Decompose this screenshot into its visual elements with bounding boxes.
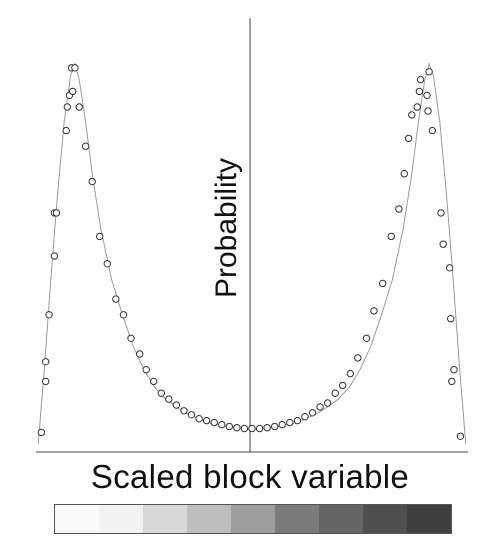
- data-point: [286, 418, 294, 427]
- data-point: [172, 401, 181, 409]
- colorbar-swatch: [55, 505, 99, 533]
- data-point: [308, 409, 317, 417]
- y-axis-label: Probability: [210, 158, 243, 298]
- data-point: [136, 350, 144, 358]
- data-point: [323, 399, 332, 407]
- data-point: [456, 432, 465, 440]
- fit-curve: [37, 62, 467, 445]
- data-point: [127, 334, 135, 342]
- data-point: [195, 415, 203, 423]
- data-point: [202, 416, 211, 425]
- data-point: [448, 377, 456, 386]
- data-point: [88, 177, 96, 186]
- data-point: [428, 126, 437, 135]
- data-point: [180, 407, 188, 415]
- data-point: [45, 311, 53, 319]
- data-point: [293, 416, 302, 425]
- data-point: [445, 264, 454, 272]
- data-point: [423, 91, 431, 100]
- data-point: [157, 389, 166, 397]
- colorbar-swatch: [99, 505, 143, 533]
- data-point: [362, 334, 371, 342]
- data-point: [165, 395, 173, 403]
- data-point: [415, 87, 424, 96]
- data-point: [278, 420, 286, 429]
- data-point: [37, 428, 46, 437]
- data-point: [103, 260, 112, 268]
- data-point: [416, 75, 425, 84]
- colorbar-swatch: [187, 505, 231, 533]
- data-point: [379, 279, 387, 288]
- data-point: [404, 134, 413, 143]
- data-point: [395, 205, 403, 213]
- data-point: [425, 68, 433, 76]
- data-point: [82, 142, 90, 150]
- data-point: [408, 111, 416, 119]
- data-point: [424, 107, 432, 115]
- colorbar-swatch: [231, 505, 275, 533]
- data-point: [42, 377, 50, 386]
- data-point: [413, 103, 421, 111]
- data-point: [387, 232, 395, 241]
- data-point: [42, 358, 50, 366]
- data-point: [187, 411, 196, 419]
- data-point: [437, 209, 445, 217]
- data-point: [370, 307, 378, 315]
- data-point: [112, 295, 120, 303]
- data-point: [255, 424, 264, 433]
- data-point: [225, 422, 234, 431]
- colorbar-swatch: [319, 505, 363, 533]
- data-point: [75, 103, 83, 111]
- data-point: [63, 103, 72, 111]
- data-point: [248, 424, 256, 433]
- data-point: [400, 170, 408, 178]
- colorbar: [54, 504, 452, 534]
- data-point: [96, 232, 104, 241]
- data-point: [331, 389, 339, 397]
- colorbar-swatch: [407, 505, 451, 533]
- data-point: [263, 424, 271, 432]
- data-point: [447, 315, 455, 323]
- data-point: [354, 354, 362, 362]
- data-point: [210, 418, 218, 427]
- data-point: [69, 87, 77, 96]
- data-point: [119, 311, 128, 319]
- data-point: [50, 252, 59, 260]
- data-point: [150, 377, 158, 386]
- data-point: [271, 422, 279, 431]
- x-axis-label: Scaled block variable: [90, 458, 410, 495]
- data-point: [142, 366, 150, 374]
- data-point: [439, 240, 447, 248]
- colorbar-swatch: [363, 505, 407, 533]
- data-point: [316, 403, 324, 411]
- data-points: [37, 64, 465, 440]
- data-point: [450, 366, 458, 374]
- data-point: [339, 381, 347, 390]
- data-point: [52, 209, 61, 217]
- data-point: [218, 420, 226, 429]
- data-point: [62, 126, 70, 135]
- colorbar-swatch: [275, 505, 319, 533]
- data-point: [346, 369, 354, 378]
- data-point: [301, 413, 309, 421]
- data-point: [240, 424, 249, 433]
- colorbar-swatch: [143, 505, 187, 533]
- data-point: [71, 64, 79, 72]
- data-point: [233, 424, 241, 432]
